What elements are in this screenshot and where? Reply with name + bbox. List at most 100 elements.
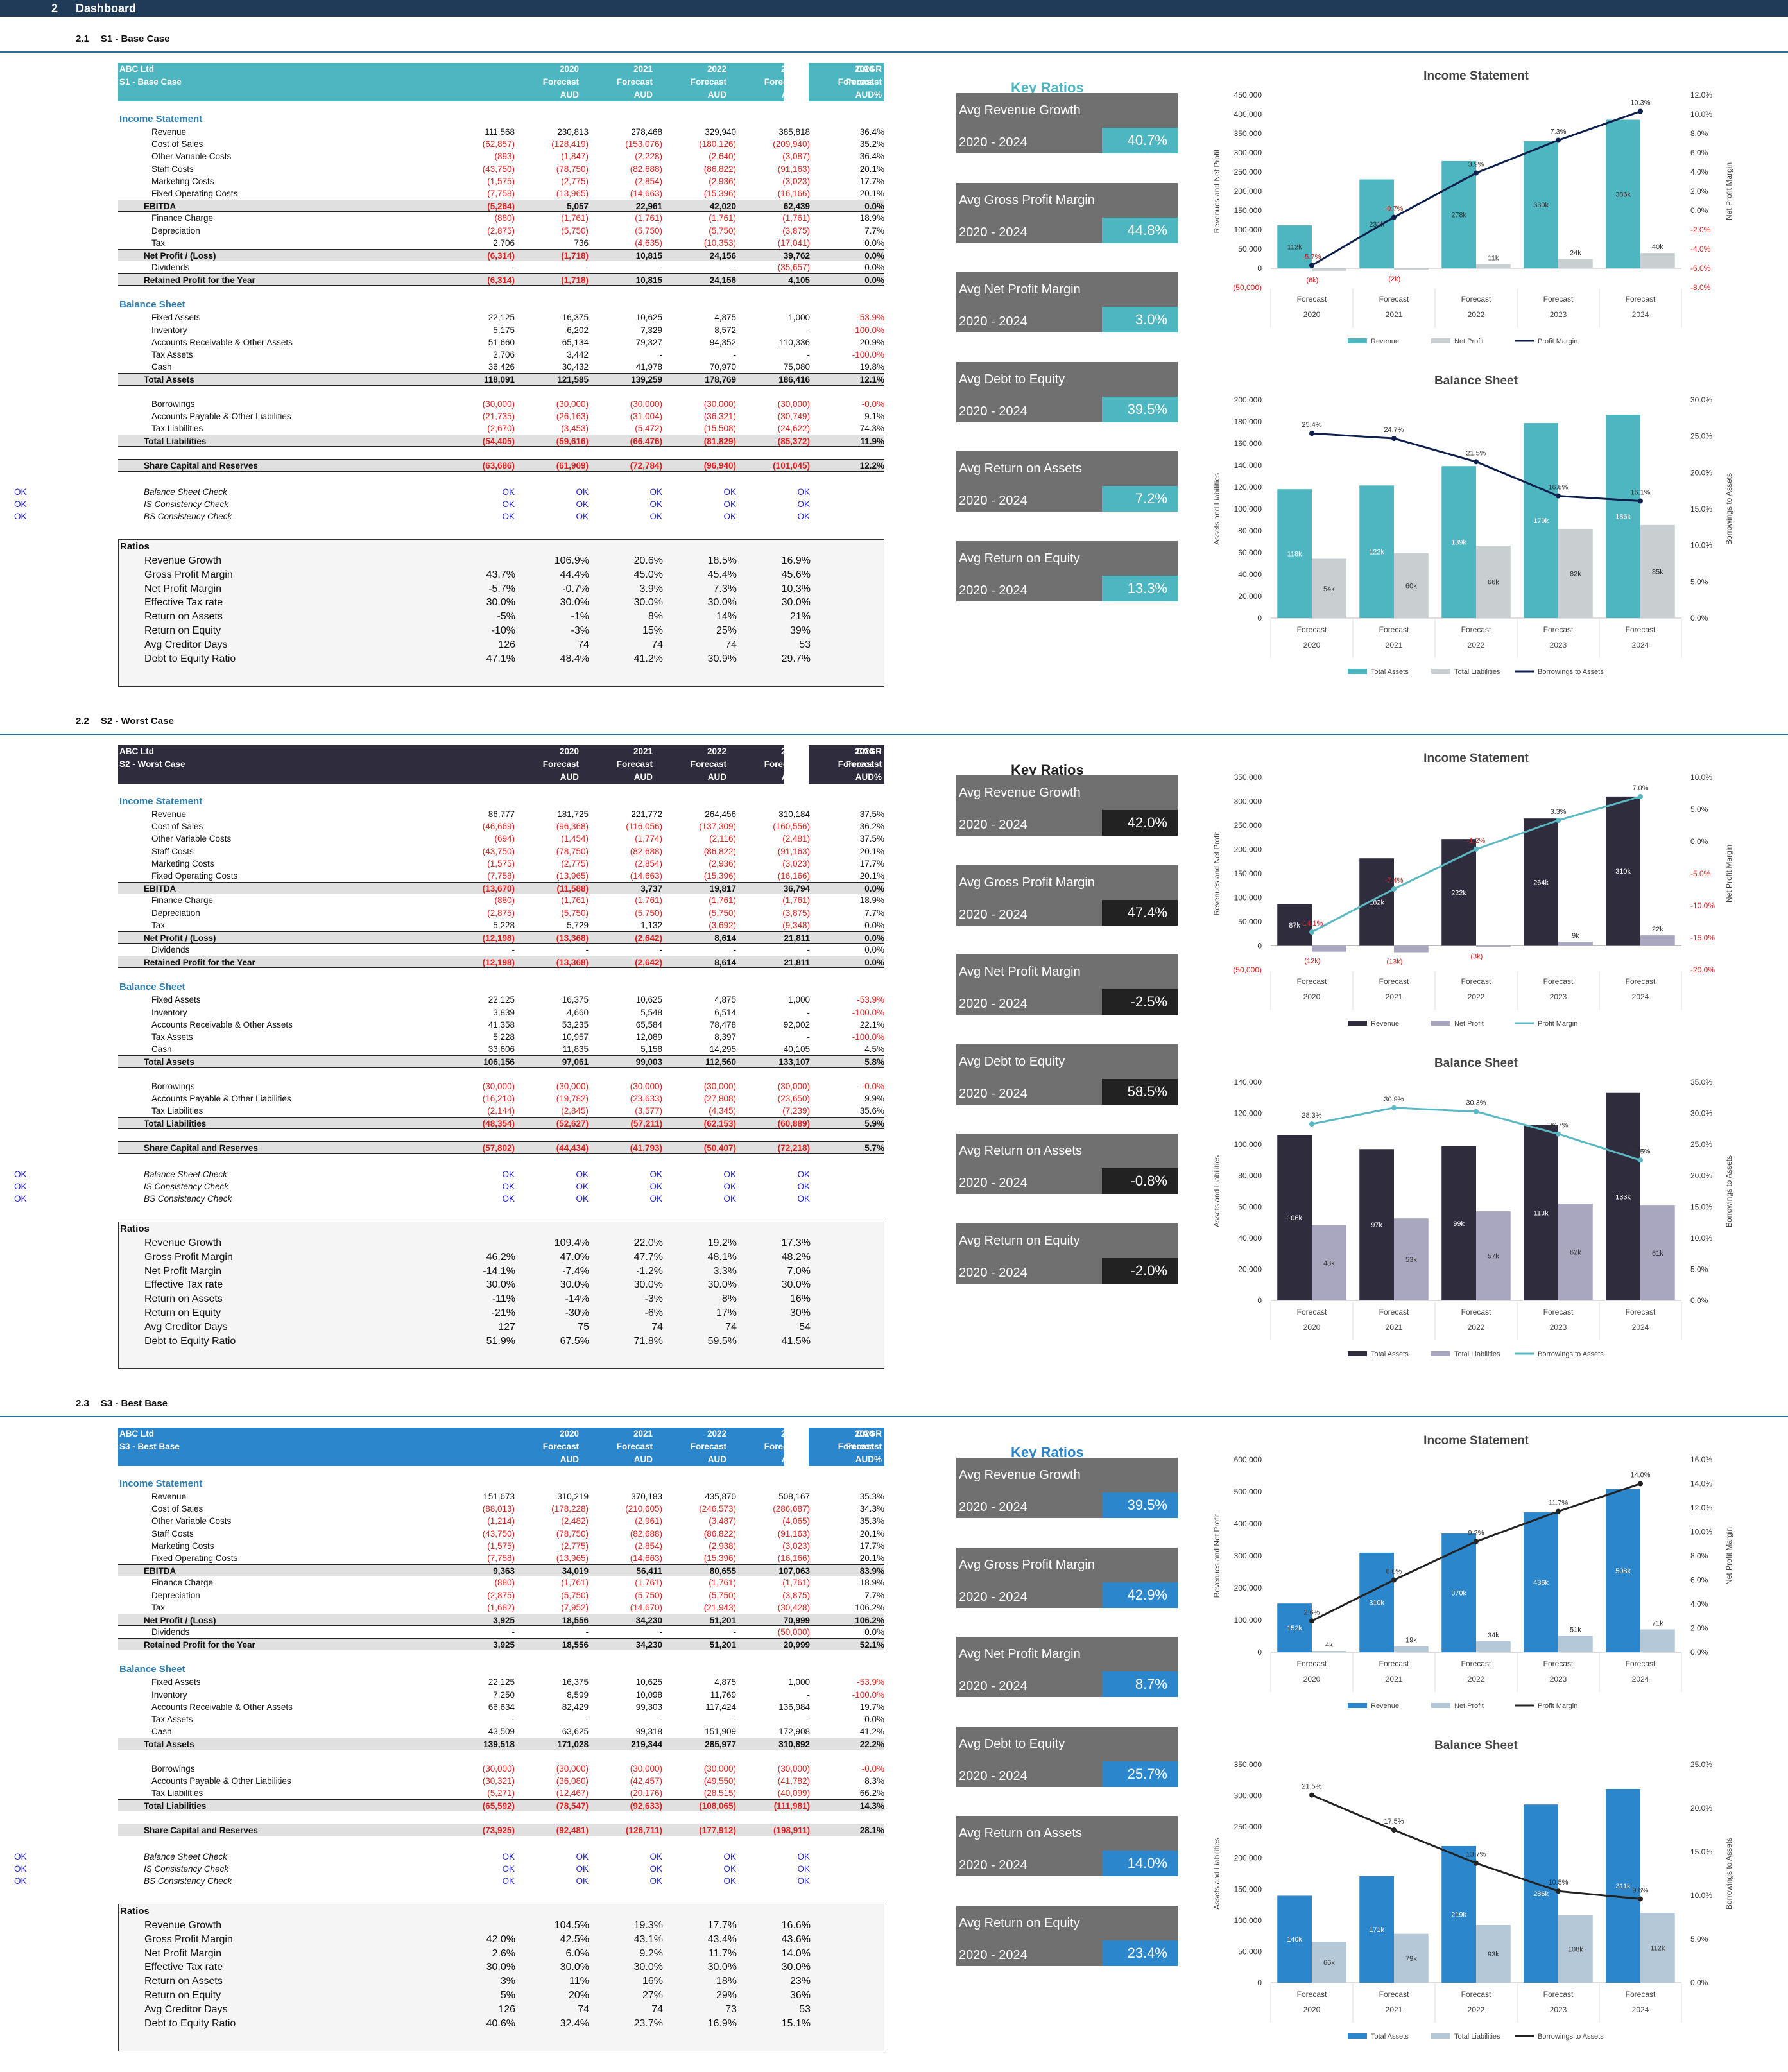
value-cell: 79,327 [635,337,662,347]
value-cell: 3,925 [493,1640,515,1650]
value-cell: (30,000) [703,399,736,409]
value-cell: 736 [574,237,589,248]
value-cell: (2,875) [487,1590,515,1600]
line-point-label: 3.9% [1468,161,1484,169]
table-row: Share Capital and Reserves (57,802) (44,43… [118,1141,884,1154]
chart: Balance Sheet 350,000 300,000 250,000 200,00… [1207,1734,1758,2041]
unit-header: AUD [781,1455,800,1464]
value-cell: 97,061 [562,1057,589,1067]
table-row: Tax Assets - - - - - 0.0% [118,1713,884,1725]
row-label: Borrowings [151,399,195,409]
table-row: Total Liabilities (65,592) (78,547) (92,633… [118,1799,884,1812]
bar-primary [1524,818,1558,946]
section-number: 2.3 [76,1398,89,1409]
x-tick-label: Forecast [1379,1308,1409,1317]
bar-secondary-label: (12k) [1304,958,1320,965]
spacer-row [118,1836,884,1851]
check-value: OK [797,1169,810,1179]
bar-secondary-label: 48k [1323,1259,1335,1267]
value-cell: - [807,325,811,335]
line-point-label: -7.4% [1385,877,1404,885]
ratio-row: Return on Assets -11% -14% -3% 8% 16% [119,1293,885,1306]
cagr-cell: 7.7% [864,908,884,918]
scenario-name: S3 - Best Base [119,1442,180,1451]
ratio-value: 39% [789,625,811,636]
value-cell: 21,811 [784,958,810,968]
x-tick-label: Forecast [1297,1308,1327,1317]
y2-tick-label: 10.0% [1690,1234,1712,1243]
statement-title-row: Income Statement [118,795,884,808]
check-value: OK [502,1181,515,1191]
spacer-row [118,447,884,459]
y2-tick-label: 0.0% [1690,206,1708,215]
value-cell: 40,105 [783,1044,810,1055]
table-header-bar [118,63,784,101]
legend-swatch [1431,1703,1450,1708]
line-point [1474,1860,1479,1866]
bar-secondary [1558,1204,1593,1300]
y-tick-label: 200,000 [1234,1584,1262,1593]
check-label: BS Consistency Check [144,1876,232,1886]
forecast-header: Forecast [764,1442,800,1451]
value-cell: 118,091 [483,375,515,385]
y-tick-label: 120,000 [1234,483,1262,492]
ratio-label: Return on Equity [144,1990,221,2001]
table-row: Total Assets 118,091 121,585 139,259 178,769… [118,373,884,386]
row-label: Other Variable Costs [151,834,232,844]
row-label: Inventory [151,1007,187,1017]
key-ratio-card: Avg Net Profit Margin 2020 - 2024 8.7% [956,1637,1178,1697]
value-cell: (1,575) [487,176,515,186]
value-cell: 230,813 [557,127,589,137]
check-label: Balance Sheet Check [144,487,227,497]
y2-tick-label: 6.0% [1690,148,1708,157]
table-header: ABC Ltd S2 - Worst Case 2020 Forecast AUD 202… [118,745,884,784]
value-cell: (43,750) [482,164,515,174]
legend-label: Profit Margin [1538,1702,1577,1710]
ratio-row: Revenue Growth 106.9% 20.6% 18.5% 16.9% [119,555,885,567]
value-cell: (246,573) [699,1504,736,1514]
value-cell: 5,729 [567,920,589,930]
ratio-value: -7.4% [562,1265,589,1277]
ratio-value: 43.7% [486,569,515,580]
value-cell: (36,080) [556,1775,589,1786]
value-cell: 65,584 [635,1019,662,1030]
value-cell: (30,749) [777,411,810,421]
ratio-label: Return on Equity [144,625,221,636]
check-row: IS Consistency Check OK OK OK OK OK OK [14,498,884,510]
key-ratio-value: 14.0% [1102,1851,1178,1876]
key-ratio-period: 2020 - 2024 [959,907,1027,922]
value-cell: (116,056) [626,822,662,832]
value-cell: (54,405) [482,436,515,447]
cagr-unit-header: % [873,90,882,99]
value-cell: 99,003 [635,1057,662,1067]
scenario-section: 2.3 S3 - Best Base ABC Ltd S3 - Best Base 20… [0,1390,1788,2072]
chart: Income Statement 350,000 300,000 250,000 200… [1207,747,1758,1028]
table-row: Accounts Payable & Other Liabilities (21,… [118,410,884,422]
ratio-value: 45.6% [781,569,811,580]
value-cell: (1,761) [635,895,662,906]
bar-secondary-label: 61k [1652,1250,1663,1257]
value-cell: (3,453) [561,423,589,433]
check-value: OK [576,1193,589,1204]
row-label: Net Profit / (Loss) [144,933,216,943]
key-ratio-card: Avg Debt to Equity 2020 - 2024 25.7% [956,1726,1178,1787]
x-tick-label: Forecast [1626,295,1656,304]
key-ratio-card: Avg Revenue Growth 2020 - 2024 39.5% [956,1458,1178,1518]
key-ratio-value: 39.5% [1102,396,1178,422]
ratio-row: Avg Creditor Days 127 75 74 74 54 [119,1322,885,1334]
legend-swatch [1431,2033,1450,2039]
ratio-value: 30% [789,1308,811,1318]
ratio-value: 30.0% [560,597,589,609]
y-tick-label: 500,000 [1234,1487,1262,1496]
legend-label: Total Assets [1371,1351,1409,1358]
value-cell: (7,758) [487,188,515,198]
value-cell: 310,892 [778,1740,810,1750]
value-cell: (43,750) [482,1528,515,1539]
value-cell: (20,176) [630,1788,662,1798]
cagr-cell: 9.9% [864,1093,884,1103]
key-ratio-value: 44.8% [1102,217,1178,243]
unit-header: AUD [707,772,726,782]
forecast-header: Forecast [690,77,726,87]
ratio-row: Return on Equity -10% -3% 15% 25% 39% [119,625,885,637]
ratio-value: -5% [497,611,515,623]
